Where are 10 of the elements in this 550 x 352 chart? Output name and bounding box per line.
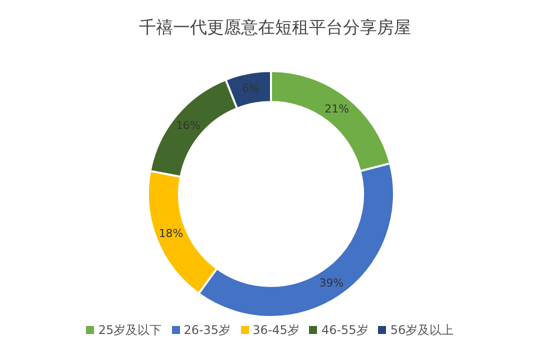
- data-label: 18%: [158, 227, 184, 240]
- data-label: 39%: [319, 276, 344, 290]
- legend-label: 46-55岁: [321, 323, 368, 337]
- legend-label: 26-35岁: [184, 323, 231, 337]
- legend-label: 25岁及以下: [98, 323, 162, 337]
- legend-label: 36-45岁: [252, 323, 300, 337]
- data-label: 6%: [242, 82, 260, 95]
- data-label: 21%: [324, 102, 350, 116]
- chart-title: 千禧一代更愿意在短租平台分享房屋: [138, 17, 412, 40]
- legend-label: 56岁及以上: [390, 323, 454, 337]
